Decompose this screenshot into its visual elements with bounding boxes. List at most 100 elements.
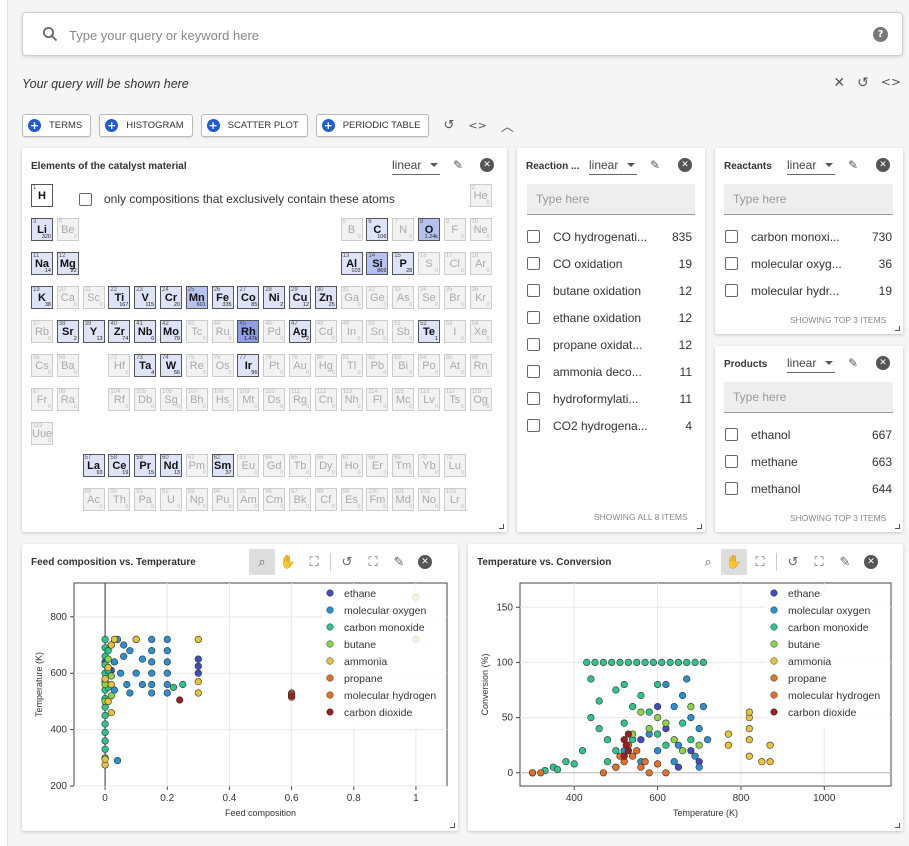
element-yb[interactable]: 70 Yb 0 [418,454,440,477]
item-checkbox[interactable] [725,230,738,243]
element-p[interactable]: 15 P 28 [392,252,415,275]
list-item[interactable]: ethane oxidation 12 [527,304,692,331]
element-s[interactable]: 16 S 0 [418,252,440,275]
element-pd[interactable]: 46 Pd 0 [263,320,286,343]
zoom-icon[interactable]: ⌕ [704,554,712,570]
element-sb[interactable]: 51 Sb 0 [392,320,415,343]
element-sm[interactable]: 62 Sm 37 [211,454,234,477]
element-os[interactable]: 76 Os 0 [211,354,234,377]
list-item[interactable]: molecular oxyg... 36 [725,250,892,277]
list-item[interactable]: ethanol 667 [725,421,892,448]
element-pu[interactable]: 94 Pu 0 [211,488,234,511]
clear-query-icon[interactable]: ✕ [833,75,846,91]
element-ds[interactable]: 110 Ds 0 [263,388,286,411]
element-ag[interactable]: 47 Ag 2 [289,320,311,343]
element-te[interactable]: 52 Te 1 [418,320,440,343]
element-kr[interactable]: 36 Kr 0 [469,286,492,309]
element-rg[interactable]: 111 Rg 0 [289,388,311,411]
add-periodic-table-button[interactable]: + PERIODIC TABLE [315,114,430,137]
resize-handle[interactable] [450,823,455,828]
element-xe[interactable]: 54 Xe 0 [469,320,492,343]
element-tl[interactable]: 81 Tl 0 [340,354,363,377]
element-no[interactable]: 102 No 0 [418,488,440,511]
element-nb[interactable]: 41 Nb 6 [134,320,157,343]
element-c[interactable]: 6 C 106 [366,218,389,241]
element-hs[interactable]: 108 Hs 0 [211,388,234,411]
list-item[interactable]: butane oxidation 12 [527,277,692,304]
scatter-chart[interactable]: 0 0.2 0.4 0.6 0.8 1 200 400 600 800 ethane molecula… [22,544,458,831]
filter-input[interactable]: Type here [724,382,893,413]
element-cs[interactable]: 55 Cs 0 [31,354,53,377]
item-checkbox[interactable] [725,428,738,441]
list-item[interactable]: propane oxidat... 12 [527,331,692,358]
close-icon[interactable]: ✕ [418,555,432,569]
element-rh[interactable]: 45 Rh 1.47k [237,320,260,343]
autoscale-icon[interactable]: ⛶ [368,554,378,570]
element-es[interactable]: 99 Es 0 [340,488,363,511]
list-item[interactable]: ammonia deco... 11 [527,358,692,385]
resize-handle[interactable] [895,326,900,331]
element-np[interactable]: 93 Np 0 [185,488,208,511]
element-be[interactable]: 4 Be 0 [56,218,79,241]
list-item[interactable]: CO oxidation 19 [527,250,692,277]
scale-select[interactable]: linear [787,356,835,373]
element-fl[interactable]: 114 Fl 0 [366,388,389,411]
close-icon[interactable]: ✕ [876,158,890,172]
element-po[interactable]: 84 Po 0 [418,354,440,377]
help-icon[interactable]: ? [873,27,888,42]
element-y[interactable]: 39 Y 13 [82,320,105,343]
element-la[interactable]: 57 La 93 [82,454,105,477]
autoscale-icon[interactable]: ⛶ [814,554,824,570]
element-co[interactable]: 27 Co 85 [237,286,260,309]
reset-icon[interactable]: ↺ [787,554,799,570]
element-md[interactable]: 101 Md 0 [392,488,415,511]
element-tm[interactable]: 69 Tm 0 [392,454,415,477]
element-cf[interactable]: 98 Cf 0 [314,488,337,511]
resize-handle[interactable] [697,524,702,529]
edit-icon[interactable]: ✎ [839,554,851,570]
element-in[interactable]: 49 In 0 [340,320,363,343]
collapse-icon[interactable]: ︿ [500,120,514,135]
element-cl[interactable]: 17 Cl 0 [443,252,466,275]
item-checkbox[interactable] [527,392,540,405]
element-lv[interactable]: 116 Lv 0 [418,388,440,411]
element-zn[interactable]: 30 Zn 25 [314,286,337,309]
element-cn[interactable]: 112 Cn 0 [314,388,337,411]
element-nh[interactable]: 113 Nh 0 [340,388,363,411]
element-v[interactable]: 23 V 115 [134,286,157,309]
scatter-chart[interactable]: 400 600 800 1000 0 50 100 150 ethane molecular ox… [468,544,903,831]
element-k[interactable]: 19 K 38 [31,286,53,309]
list-item[interactable]: hydroformylati... 11 [527,385,692,412]
reset-icon[interactable]: ↺ [341,554,353,570]
element-rn[interactable]: 86 Rn 0 [469,354,492,377]
element-u[interactable]: 92 U 0 [160,488,182,511]
element-br[interactable]: 35 Br 0 [443,286,466,309]
resize-handle[interactable] [895,524,900,529]
list-item[interactable]: CO2 hydrogena... 4 [527,412,692,439]
element-ni[interactable]: 28 Ni 2 [263,286,286,309]
resize-handle[interactable] [895,823,900,828]
element-mn[interactable]: 25 Mn 601 [185,286,208,309]
element-bh[interactable]: 107 Bh 0 [185,388,208,411]
zoom-icon[interactable]: ⌕ [249,549,275,575]
pan-icon[interactable]: ✋ [279,554,297,570]
item-checkbox[interactable] [527,419,540,432]
element-ta[interactable]: 73 Ta 4 [134,354,157,377]
element-fm[interactable]: 100 Fm 0 [366,488,389,511]
element-mc[interactable]: 115 Mc 0 [392,388,415,411]
element-mg[interactable]: 12 Mg 22 [56,252,79,275]
element-am[interactable]: 95 Am 0 [237,488,260,511]
add-histogram-button[interactable]: + HISTOGRAM [99,114,193,137]
element-ba[interactable]: 56 Ba 0 [56,354,79,377]
close-icon[interactable]: ✕ [480,158,494,172]
filter-input[interactable]: Type here [724,184,893,215]
element-zr[interactable]: 40 Zr 74 [108,320,131,343]
element-sc[interactable]: 21 Sc 0 [82,286,105,309]
edit-icon[interactable]: ✎ [393,554,405,570]
element-ge[interactable]: 32 Ge 0 [366,286,389,309]
element-hg[interactable]: 80 Hg 0 [314,354,337,377]
